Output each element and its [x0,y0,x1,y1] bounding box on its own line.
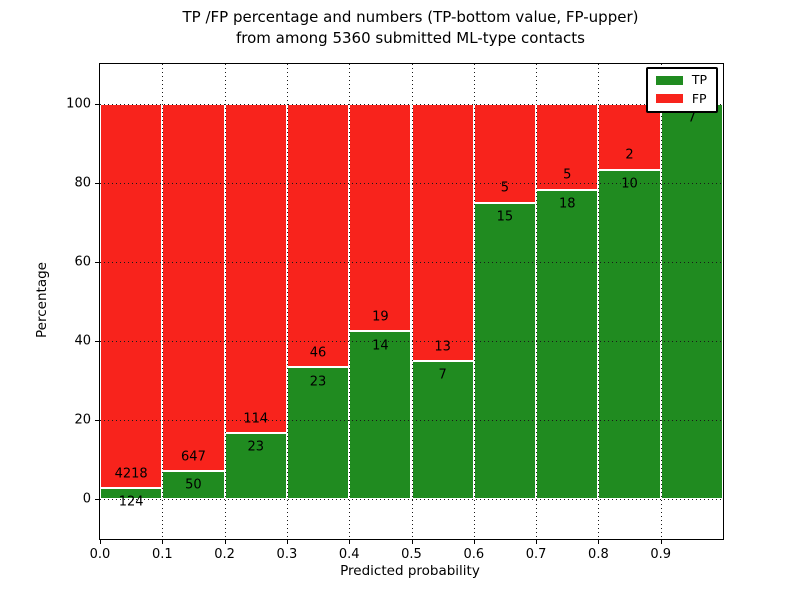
x-tick [286,539,288,544]
bar-segment-tp [162,471,225,500]
x-gridline [224,64,226,539]
fp-count-label: 5 [563,167,572,183]
x-tick-label: 0.2 [214,547,235,562]
x-gridline [286,64,288,539]
x-tick-label: 0.1 [151,547,173,562]
bar-segment-fp [411,103,474,361]
x-tick [162,539,164,544]
x-tick-label: 0.7 [525,547,547,562]
x-tick [598,539,600,544]
bar-segment-fp [162,103,225,472]
chart-title-line2: from among 5360 submitted ML-type contac… [236,29,585,48]
x-gridline [162,64,164,539]
bar-segment-tp [598,169,661,500]
x-tick-label: 0.6 [463,547,485,562]
x-gridline [660,64,662,539]
fp-count-label: 114 [243,411,269,427]
y-tick-label: 80 [74,175,91,191]
y-tick-label: 100 [66,96,91,112]
bar-segment-fp [598,103,661,170]
bar-segment-tp [411,360,474,500]
tp-count-label: 18 [558,196,576,212]
bar-segment-fp [224,103,287,433]
x-tick [411,539,413,544]
fp-count-label: 2 [625,147,634,163]
legend: TP FP [645,67,718,113]
x-gridline [349,64,351,539]
x-gridline [598,64,600,539]
x-tick-label: 0.3 [276,547,298,562]
tp-legend-swatch [655,75,683,85]
tp-count-label: 10 [621,176,638,192]
bar-segment-tp [100,488,163,500]
x-gridline [473,64,475,539]
fp-legend-swatch [655,94,683,104]
tp-count-label: 50 [185,477,202,493]
y-tick-label: 40 [74,333,91,349]
tp-count-label: 23 [247,439,265,455]
tp-legend-label: TP [691,72,707,87]
bar-segment-tp [473,202,537,500]
plot-area: 124 4218 50 647 23 114 23 46 14 19 7 13 15 5 18 5 10 2 7 0 0… [66,63,724,562]
fp-count-label: 4218 [114,466,148,482]
chart-title: TP /FP percentage and numbers (TP-bottom… [99,7,722,50]
x-tick [224,539,226,544]
x-tick-label: 0.4 [338,547,360,562]
chart-title-line1: TP /FP percentage and numbers (TP-bottom… [182,8,639,26]
y-tick-label: 0 [82,491,91,507]
tp-count-label: 124 [118,494,144,510]
x-tick [473,539,475,544]
x-tick-label: 0.5 [401,547,422,562]
x-tick [660,539,662,544]
y-tick [95,103,100,105]
x-gridline [411,64,413,539]
x-tick-label: 0.9 [650,547,672,562]
y-tick [95,341,100,343]
bar-segment-fp [536,103,599,190]
x-tick [536,539,538,544]
tp-count-label: 7 [438,367,447,383]
x-tick [349,539,351,544]
bar-segment-fp [349,103,412,332]
fp-count-label: 647 [181,449,206,465]
tp-count-label: 15 [496,209,514,225]
bar-segment-fp [286,103,350,368]
bar-segment-tp [660,103,723,500]
tp-count-label: 7 [687,110,696,126]
bar-segment-tp [536,189,599,500]
bar-segment-fp [100,103,163,489]
tp-count-label: 14 [372,338,389,354]
legend-row-tp: TP [655,72,707,87]
fp-legend-label: FP [691,90,707,106]
x-tick-label: 0.8 [588,547,609,562]
y-tick-label: 60 [74,254,91,270]
x-tick [100,539,101,544]
fp-count-label: 5 [500,180,510,196]
y-tick [95,499,100,501]
fp-count-label: 19 [372,309,389,325]
bar-segment-tp [349,331,412,500]
bar-segment-tp [286,367,350,500]
legend-row-fp: FP [655,90,707,106]
y-tick-label: 20 [74,412,91,428]
tp-count-label: 23 [309,374,327,390]
y-tick [95,261,100,263]
y-tick [95,420,100,422]
fp-count-label: 46 [309,345,327,361]
x-gridline [536,64,538,539]
x-tick-label: 0.0 [89,547,111,562]
y-tick [95,182,100,184]
x-axis-label: Predicted probability [340,563,480,579]
y-axis-label: Percentage [34,262,50,338]
fp-count-label: 13 [434,339,451,355]
